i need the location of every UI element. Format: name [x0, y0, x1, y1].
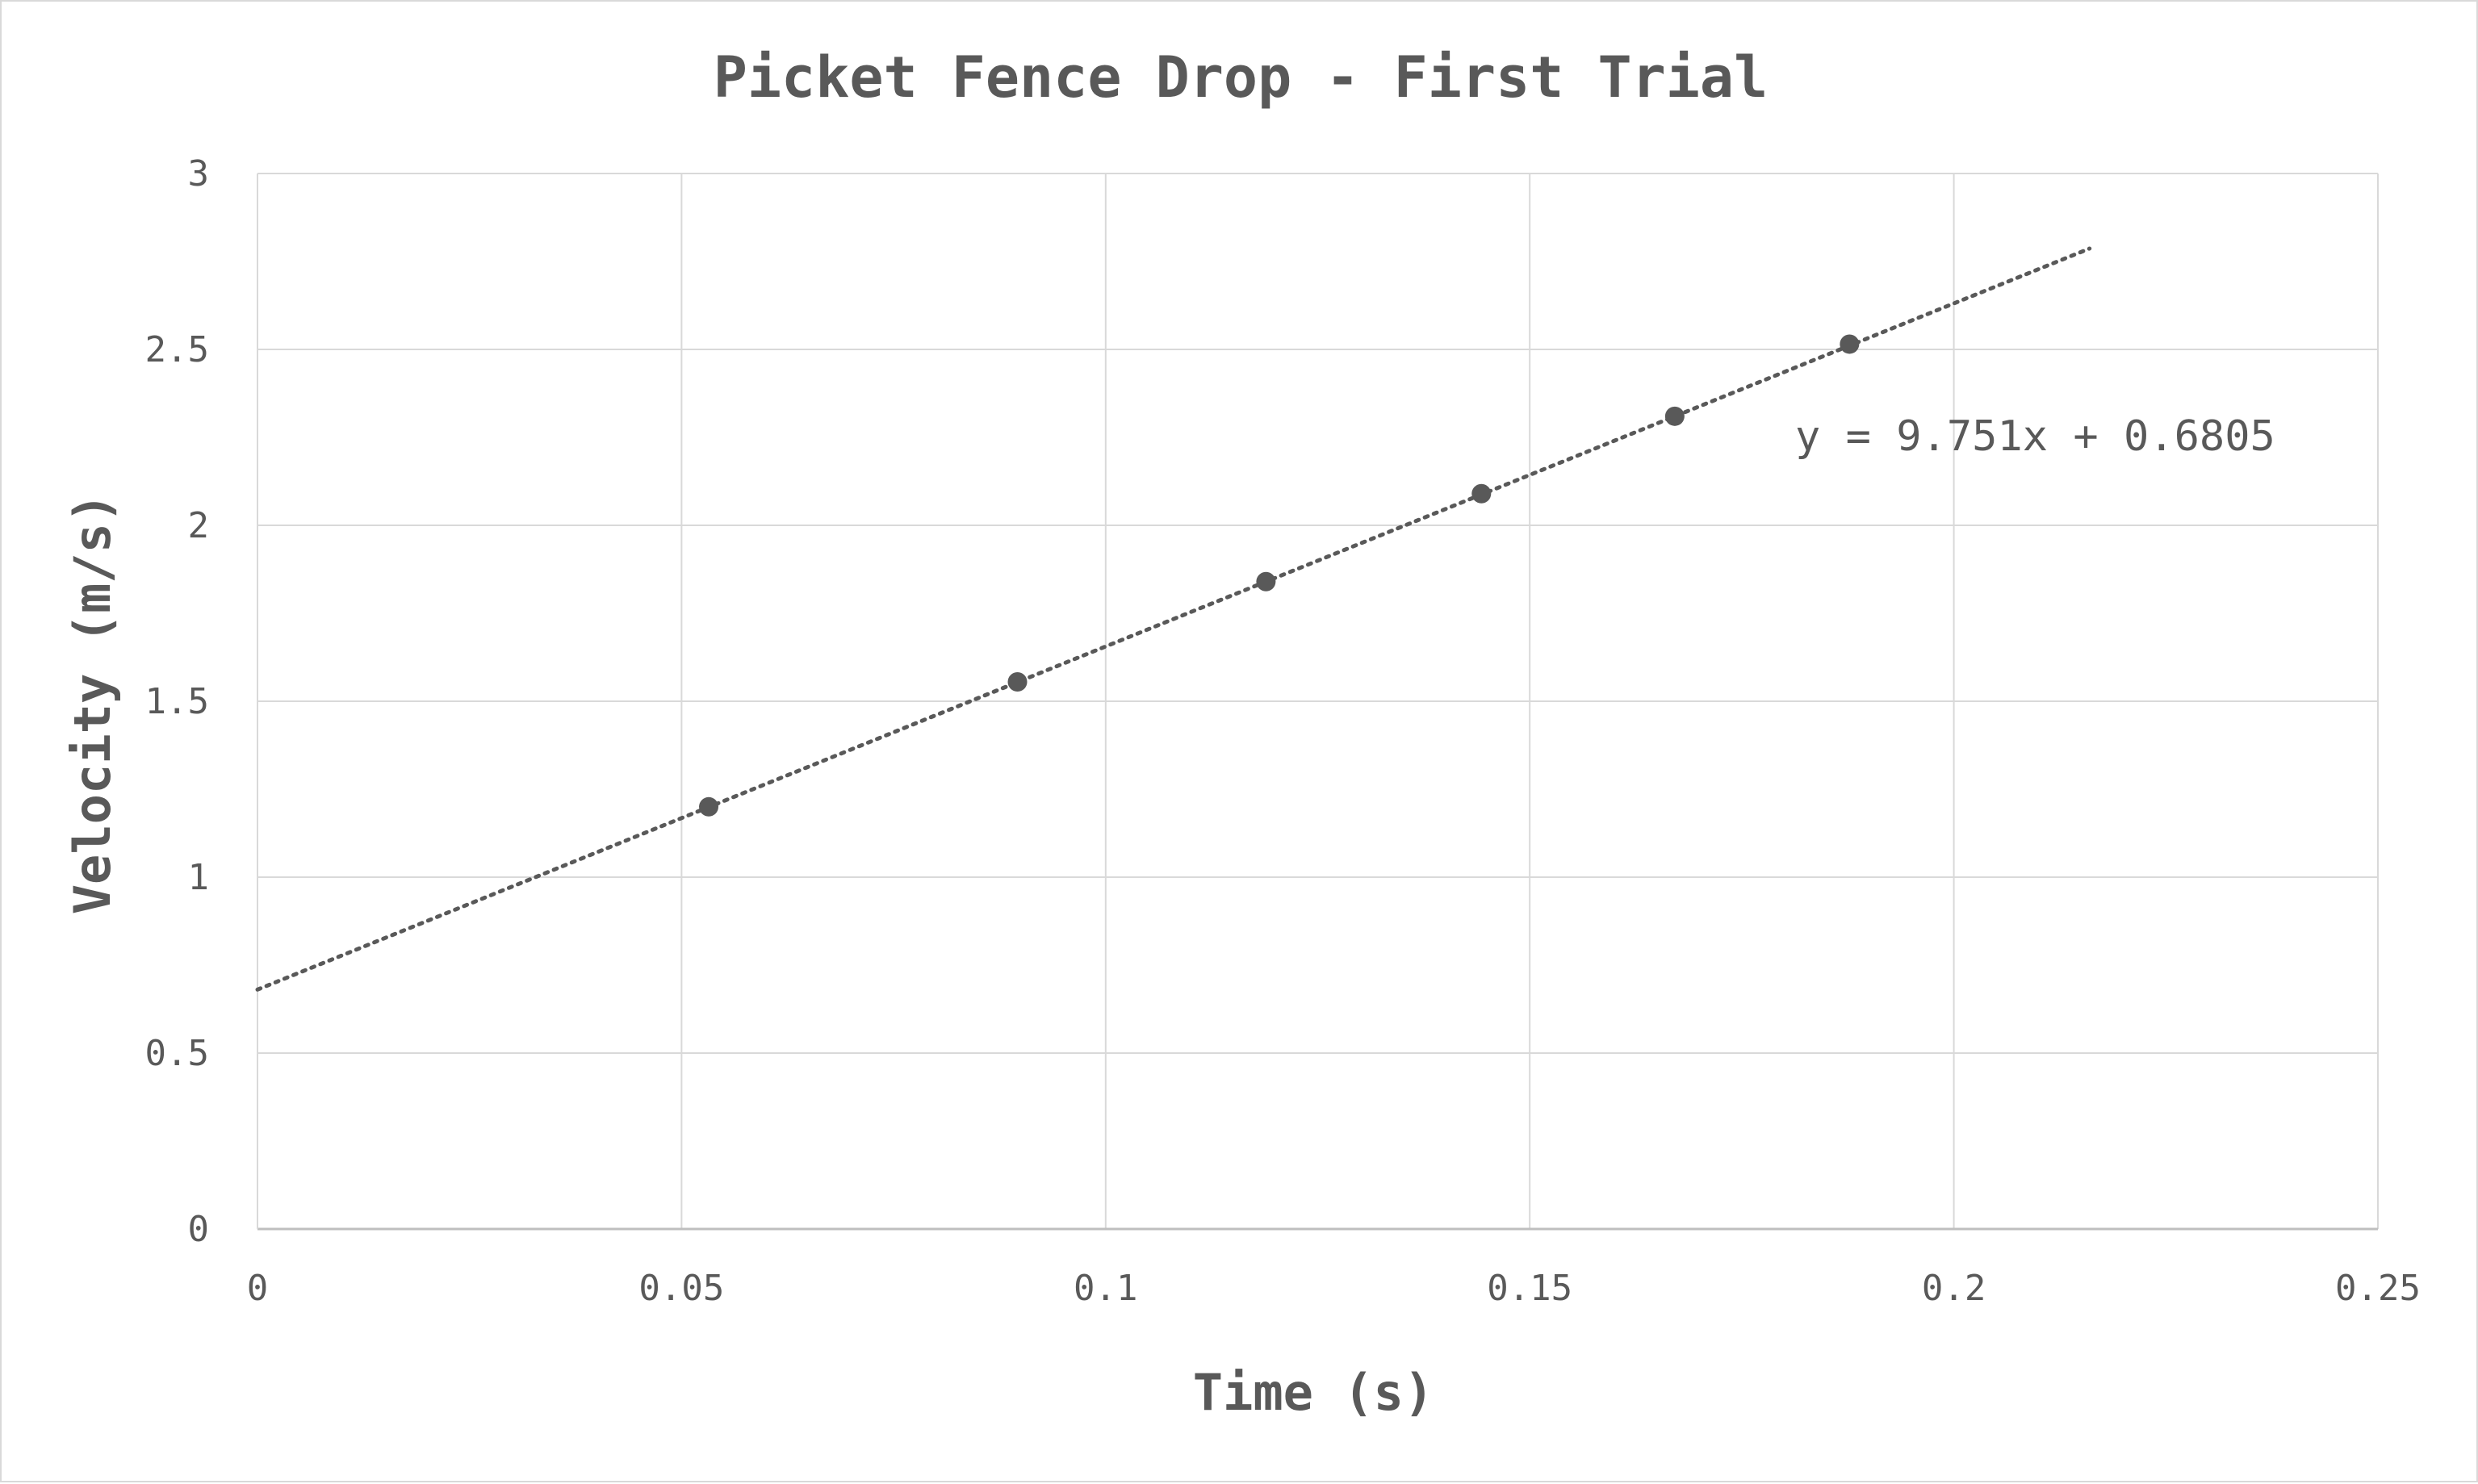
y-tick-label: 2 — [188, 505, 210, 546]
data-points — [699, 334, 1860, 817]
y-tick-label: 3 — [188, 153, 210, 194]
data-point — [1840, 334, 1860, 354]
x-tick-label: 0.05 — [638, 1268, 724, 1309]
tick-labels: 0 0.5 1 1.5 2 2.5 3 0 0.05 0.1 0.15 0.2 0.25 — [145, 153, 2421, 1309]
data-point — [1471, 483, 1492, 504]
trendline-equation: y = 9.751x + 0.6805 — [1795, 412, 2275, 461]
data-point — [1007, 672, 1028, 692]
axes — [257, 173, 2378, 1231]
x-tick-label: 0.1 — [1074, 1268, 1137, 1309]
gridlines — [257, 173, 2379, 1229]
data-point — [1664, 406, 1685, 426]
trendline-layer — [255, 246, 2092, 992]
x-axis-title: Time (s) — [1193, 1363, 1434, 1422]
x-tick-label: 0.25 — [2335, 1268, 2421, 1309]
x-tick-label: 0 — [247, 1268, 269, 1309]
x-tick-label: 0.2 — [1922, 1268, 1986, 1309]
data-point — [699, 796, 719, 817]
x-tick-label: 0.15 — [1487, 1268, 1572, 1309]
y-axis-title: Velocity (m/s) — [63, 493, 122, 915]
trendline — [255, 246, 2092, 992]
y-tick-label: 2.5 — [145, 329, 209, 370]
chart-title: Picket Fence Drop - First Trial — [714, 44, 1768, 111]
y-tick-label: 1.5 — [145, 681, 209, 722]
y-tick-label: 1 — [188, 857, 210, 898]
y-tick-label: 0.5 — [145, 1033, 209, 1074]
data-point — [1256, 571, 1276, 592]
y-tick-label: 0 — [188, 1209, 210, 1250]
